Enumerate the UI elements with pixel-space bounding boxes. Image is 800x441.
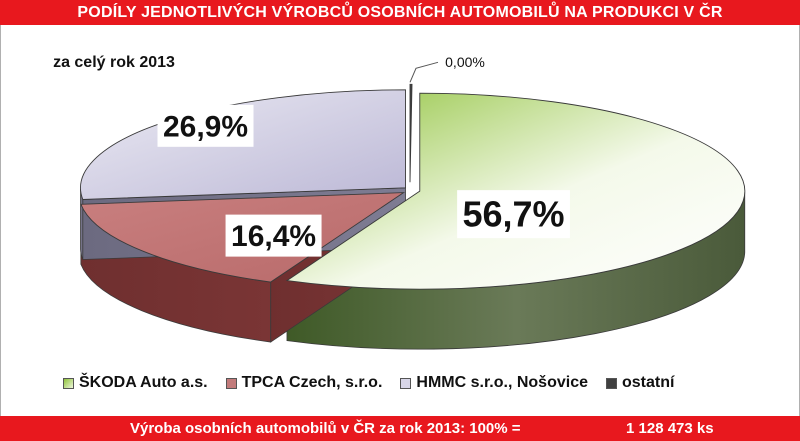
pie-label-skoda: 56,7% [462, 194, 564, 235]
footer-total: 1 128 473 ks [626, 420, 714, 437]
legend-item-ostatni: ostatní [605, 374, 675, 392]
legend-label-skoda: ŠKODA Auto a.s. [79, 374, 208, 391]
pie-label-box-skoda [457, 190, 570, 239]
pie-data-labels: 56,7% 16,4% 26,9% 0,00% [157, 54, 570, 257]
legend-swatch-ostatni [605, 377, 617, 389]
chart-subtitle: za celý rok 2013 [36, 47, 192, 79]
legend-swatch-hmmc [400, 377, 412, 389]
legend-swatch-skoda [63, 377, 74, 389]
pie-label-box-hmmc [157, 104, 254, 147]
legend-label-tpca: TPCA Czech, s.r.o. [241, 374, 383, 391]
legend-swatch-tpca [225, 377, 237, 389]
pie-label-hmmc: 26,9% [163, 110, 248, 143]
pie-label-box-tpca [225, 214, 322, 257]
legend: ŠKODA Auto a.s. TPCA Czech, s.r.o. HMMC … [57, 369, 762, 397]
footer-text: Výroba osobních automobilů v ČR za rok 2… [130, 420, 521, 437]
legend-label-hmmc: HMMC s.r.o., Nošovice [416, 374, 588, 391]
chart-title: PODÍLY JEDNOTLIVÝCH VÝROBCŮ OSOBNÍCH AUT… [0, 0, 800, 25]
legend-item-tpca: TPCA Czech, s.r.o. [225, 374, 383, 392]
legend-item-skoda: ŠKODA Auto a.s. [63, 374, 208, 392]
legend-item-hmmc: HMMC s.r.o., Nošovice [400, 374, 588, 392]
pie-label-tpca: 16,4% [231, 220, 316, 253]
pie-leader-ostatni [409, 61, 439, 83]
pie-slice-ostatni [409, 83, 413, 183]
pie-label-ostatni: 0,00% [445, 54, 485, 70]
footer-banner: Výroba osobních automobilů v ČR za rok 2… [0, 416, 800, 441]
legend-label-ostatni: ostatní [621, 374, 675, 391]
